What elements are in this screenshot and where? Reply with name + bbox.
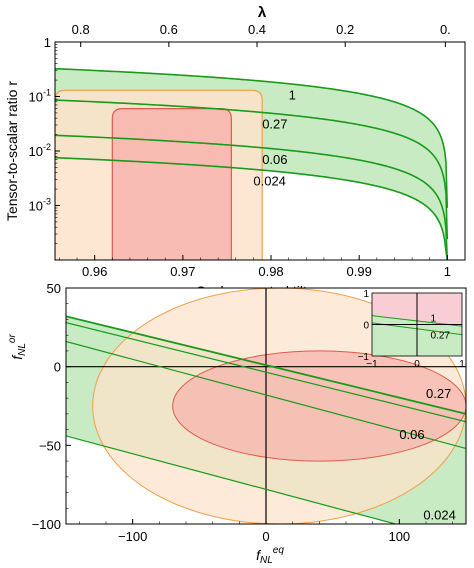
- bottom-line-0.024: [66, 435, 398, 524]
- top-lambda-tick-label: 0.: [440, 22, 451, 37]
- top-curve-0.024: [55, 156, 449, 260]
- top-y-tick-label: 1: [44, 35, 51, 50]
- bottom-x-tick-label: 100: [388, 529, 410, 544]
- bottom-x-tick-label: 0: [262, 529, 269, 544]
- bottom-line-label-0.27: 0.27: [426, 386, 451, 401]
- bottom-y-tick-label: 0: [54, 360, 61, 375]
- top-red-contour: [111, 107, 232, 260]
- top-y-tick-label: 10-1: [29, 88, 51, 105]
- bottom-line-label-0.06: 0.06: [399, 427, 424, 442]
- inset-y-tick-label: 0: [363, 321, 369, 332]
- bottom-y-tick-label: −100: [32, 517, 61, 532]
- bottom-y-tick-label: −50: [39, 438, 61, 453]
- bottom-line-0.27: [66, 322, 466, 423]
- inset-y-tick-label: 1: [363, 289, 369, 300]
- top-chart: 0.96 0.97 0.98 0.99 1 10-3 10-2 10-1 1 0.8 0.6 0.…: [4, 4, 466, 302]
- top-y-tick-label: 10-3: [29, 197, 51, 214]
- inset-y-tick-label: −1: [358, 352, 370, 363]
- bottom-y-tick-label: 50: [47, 281, 61, 296]
- bottom-y-axis-label: fNLor: [7, 334, 28, 360]
- top-x-tick-label: 0.96: [82, 264, 107, 279]
- inset-chart: −1−1 0 0 1 1 1 0.27: [358, 289, 466, 370]
- bottom-line-1: [66, 315, 466, 415]
- inset-line-label-0.27: 0.27: [431, 331, 451, 342]
- top-curve-0.27: [55, 99, 449, 240]
- top-curve-label-0.27: 0.27: [262, 116, 287, 131]
- inset-frame: [371, 292, 463, 357]
- inset-x-tick-label: 1: [459, 359, 465, 370]
- bottom-x-axis-label: fNLeq: [256, 545, 284, 566]
- top-y-axis-label: Tensor-to-scalar ratio r: [4, 81, 20, 221]
- top-x-tick-label: 0.97: [170, 264, 195, 279]
- bottom-x-tick-label: −100: [118, 529, 147, 544]
- inset-line-label-1: 1: [431, 313, 437, 324]
- top-lambda-tick-label: 0.2: [336, 22, 354, 37]
- bottom-red-ellipse: [172, 350, 466, 462]
- inset-x-tick-label: −1: [366, 359, 378, 370]
- top-curve-label-0.06: 0.06: [262, 152, 287, 167]
- top-x-tick-label: 0.99: [347, 264, 372, 279]
- top-curve-label-1: 1: [289, 88, 296, 103]
- bottom-line-0.06: [66, 340, 466, 450]
- top-curve-1: [55, 67, 449, 208]
- top-curve-0.06: [55, 134, 449, 260]
- top-lambda-tick-label: 0.4: [248, 22, 266, 37]
- top-lambda-tick-label: 0.6: [160, 22, 178, 37]
- top-y-tick-label: 10-2: [29, 142, 51, 159]
- inset-x-tick-label: 0: [414, 359, 420, 370]
- top-axis-label-lambda: λ: [258, 4, 267, 21]
- top-x-tick-label: 0.98: [258, 264, 283, 279]
- bottom-line-label-0.024: 0.024: [423, 507, 456, 522]
- top-lambda-tick-label: 0.8: [72, 22, 90, 37]
- top-x-tick-label: 1: [444, 264, 451, 279]
- top-curve-label-0.024: 0.024: [253, 173, 286, 188]
